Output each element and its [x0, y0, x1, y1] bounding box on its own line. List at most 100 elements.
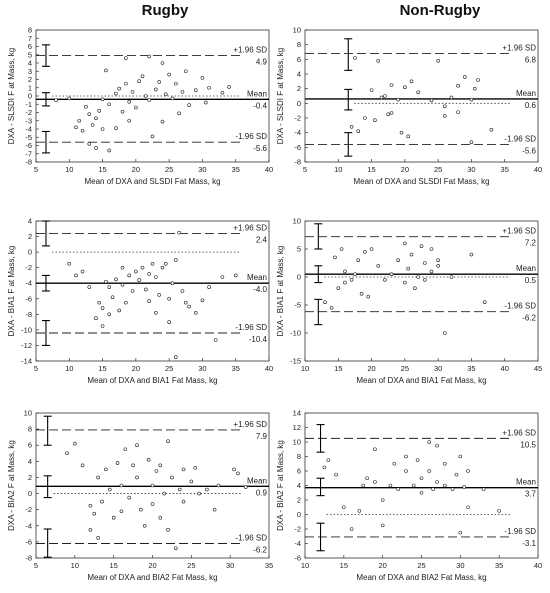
- data-point: [127, 495, 131, 500]
- data-point: [158, 463, 163, 468]
- data-point: [389, 83, 394, 87]
- data-point: [449, 95, 454, 100]
- data-point: [359, 292, 364, 296]
- data-point: [96, 536, 100, 540]
- lower-ci-bar: [41, 320, 50, 346]
- y-tick-label: 8: [28, 425, 32, 434]
- y-tick-label: 6: [28, 441, 32, 450]
- column-title-rugby: Rugby: [141, 2, 189, 19]
- x-tick-label: 30: [467, 165, 475, 174]
- x-tick-label: 35: [467, 364, 475, 373]
- upper-limit-value: 6.8: [525, 55, 537, 64]
- lower-limit-label: -1.96 SD: [504, 134, 536, 143]
- y-tick-label: 2: [28, 473, 32, 482]
- data-point: [154, 87, 158, 92]
- y-tick-label: 8: [28, 26, 32, 35]
- data-point: [373, 447, 377, 452]
- data-point: [96, 475, 100, 480]
- x-tick-label: 10: [301, 364, 309, 373]
- data-point: [197, 491, 201, 496]
- data-point: [413, 286, 417, 290]
- data-point: [154, 275, 158, 279]
- y-tick-label: 0: [28, 248, 32, 257]
- data-point: [406, 134, 410, 139]
- y-tick-label: 6: [297, 467, 301, 476]
- chart-nonrugby-bia2: 10 15 20 25 30 35 40 -6 -4 -2 0 2 4 6 8 10 12 14 Mean of D…: [276, 409, 542, 583]
- data-point: [409, 79, 414, 84]
- data-point: [232, 467, 236, 472]
- data-point: [164, 261, 168, 266]
- upper-limit-label: +1.96 SD: [502, 428, 536, 437]
- lower-ci-bar: [314, 298, 323, 326]
- x-tick-label: 30: [226, 561, 234, 570]
- data-point: [200, 298, 205, 303]
- x-tick-label: 25: [401, 364, 409, 373]
- data-point: [160, 61, 165, 65]
- chart-rugby-bia1: 5 10 15 20 25 30 35 40 -14 -12 -10 -8 -6 -4 -2 0 2 4 Mean …: [7, 217, 273, 386]
- data-point: [406, 266, 410, 271]
- x-axis-label: Mean of DXA and BIA2 Fat Mass, kg: [356, 573, 486, 582]
- upper-limit-value: 4.9: [256, 58, 268, 67]
- y-tick-label: 0: [28, 489, 32, 498]
- x-tick-label: 35: [265, 561, 273, 570]
- upper-limit-label: +1.96 SD: [233, 223, 267, 232]
- data-point: [389, 111, 394, 115]
- column-title-non-rugby: Non-Rugby: [399, 2, 481, 19]
- data-point: [193, 465, 198, 470]
- data-point: [124, 56, 128, 60]
- x-tick-label: 30: [456, 561, 464, 570]
- data-point: [134, 105, 138, 110]
- data-point: [443, 331, 447, 335]
- data-point: [376, 263, 381, 268]
- y-tick-label: -4: [294, 539, 301, 548]
- data-point: [140, 74, 145, 79]
- data-point: [92, 511, 97, 516]
- data-point: [117, 86, 122, 91]
- lower-limit-value: -3.1: [522, 539, 536, 548]
- data-point: [135, 443, 139, 448]
- data-point: [167, 72, 171, 77]
- data-point: [134, 269, 138, 274]
- y-axis-label: DXA - BIA2 F at Mass, kg: [7, 440, 16, 531]
- x-tick-label: 40: [265, 165, 273, 174]
- y-tick-label: 4: [28, 59, 32, 68]
- lower-limit-label: -1.96 SD: [235, 323, 267, 332]
- data-point: [107, 312, 112, 317]
- data-point: [396, 97, 400, 102]
- x-tick-label: 15: [109, 561, 117, 570]
- data-point: [187, 304, 191, 309]
- data-point: [203, 100, 208, 105]
- data-point: [177, 111, 181, 116]
- upper-limit-label: +1.96 SD: [233, 420, 267, 429]
- data-point: [160, 265, 165, 270]
- data-point: [423, 261, 427, 265]
- data-point: [363, 116, 367, 120]
- data-point: [100, 324, 105, 328]
- x-tick-label: 25: [187, 561, 195, 570]
- data-point: [207, 285, 211, 289]
- data-point: [458, 530, 463, 535]
- mean-label: Mean: [516, 264, 536, 273]
- data-point: [189, 479, 194, 484]
- x-axis-label: Mean of DXA and SLSDI Fat Mass, kg: [84, 177, 220, 186]
- data-point: [429, 98, 434, 103]
- lower-limit-value: -10.4: [249, 335, 268, 344]
- x-tick-label: 5: [34, 364, 38, 373]
- data-point: [329, 306, 334, 310]
- data-point: [489, 127, 494, 132]
- data-point: [469, 252, 474, 257]
- data-point: [80, 128, 85, 133]
- mean-label: Mean: [516, 478, 536, 487]
- mean-ci-bar: [41, 274, 50, 292]
- data-point: [170, 96, 175, 101]
- data-point: [373, 118, 377, 122]
- y-tick-label: 7: [28, 34, 32, 43]
- y-tick-label: -8: [25, 158, 32, 167]
- lower-ci-bar: [316, 522, 325, 552]
- data-point: [343, 280, 347, 285]
- lower-limit-label: -1.96 SD: [235, 534, 267, 543]
- x-axis-label: Mean of DXA and BIA2 Fat Mass, kg: [87, 573, 217, 582]
- data-point: [411, 483, 416, 488]
- mean-label: Mean: [247, 273, 267, 282]
- y-tick-label: 2: [28, 75, 32, 84]
